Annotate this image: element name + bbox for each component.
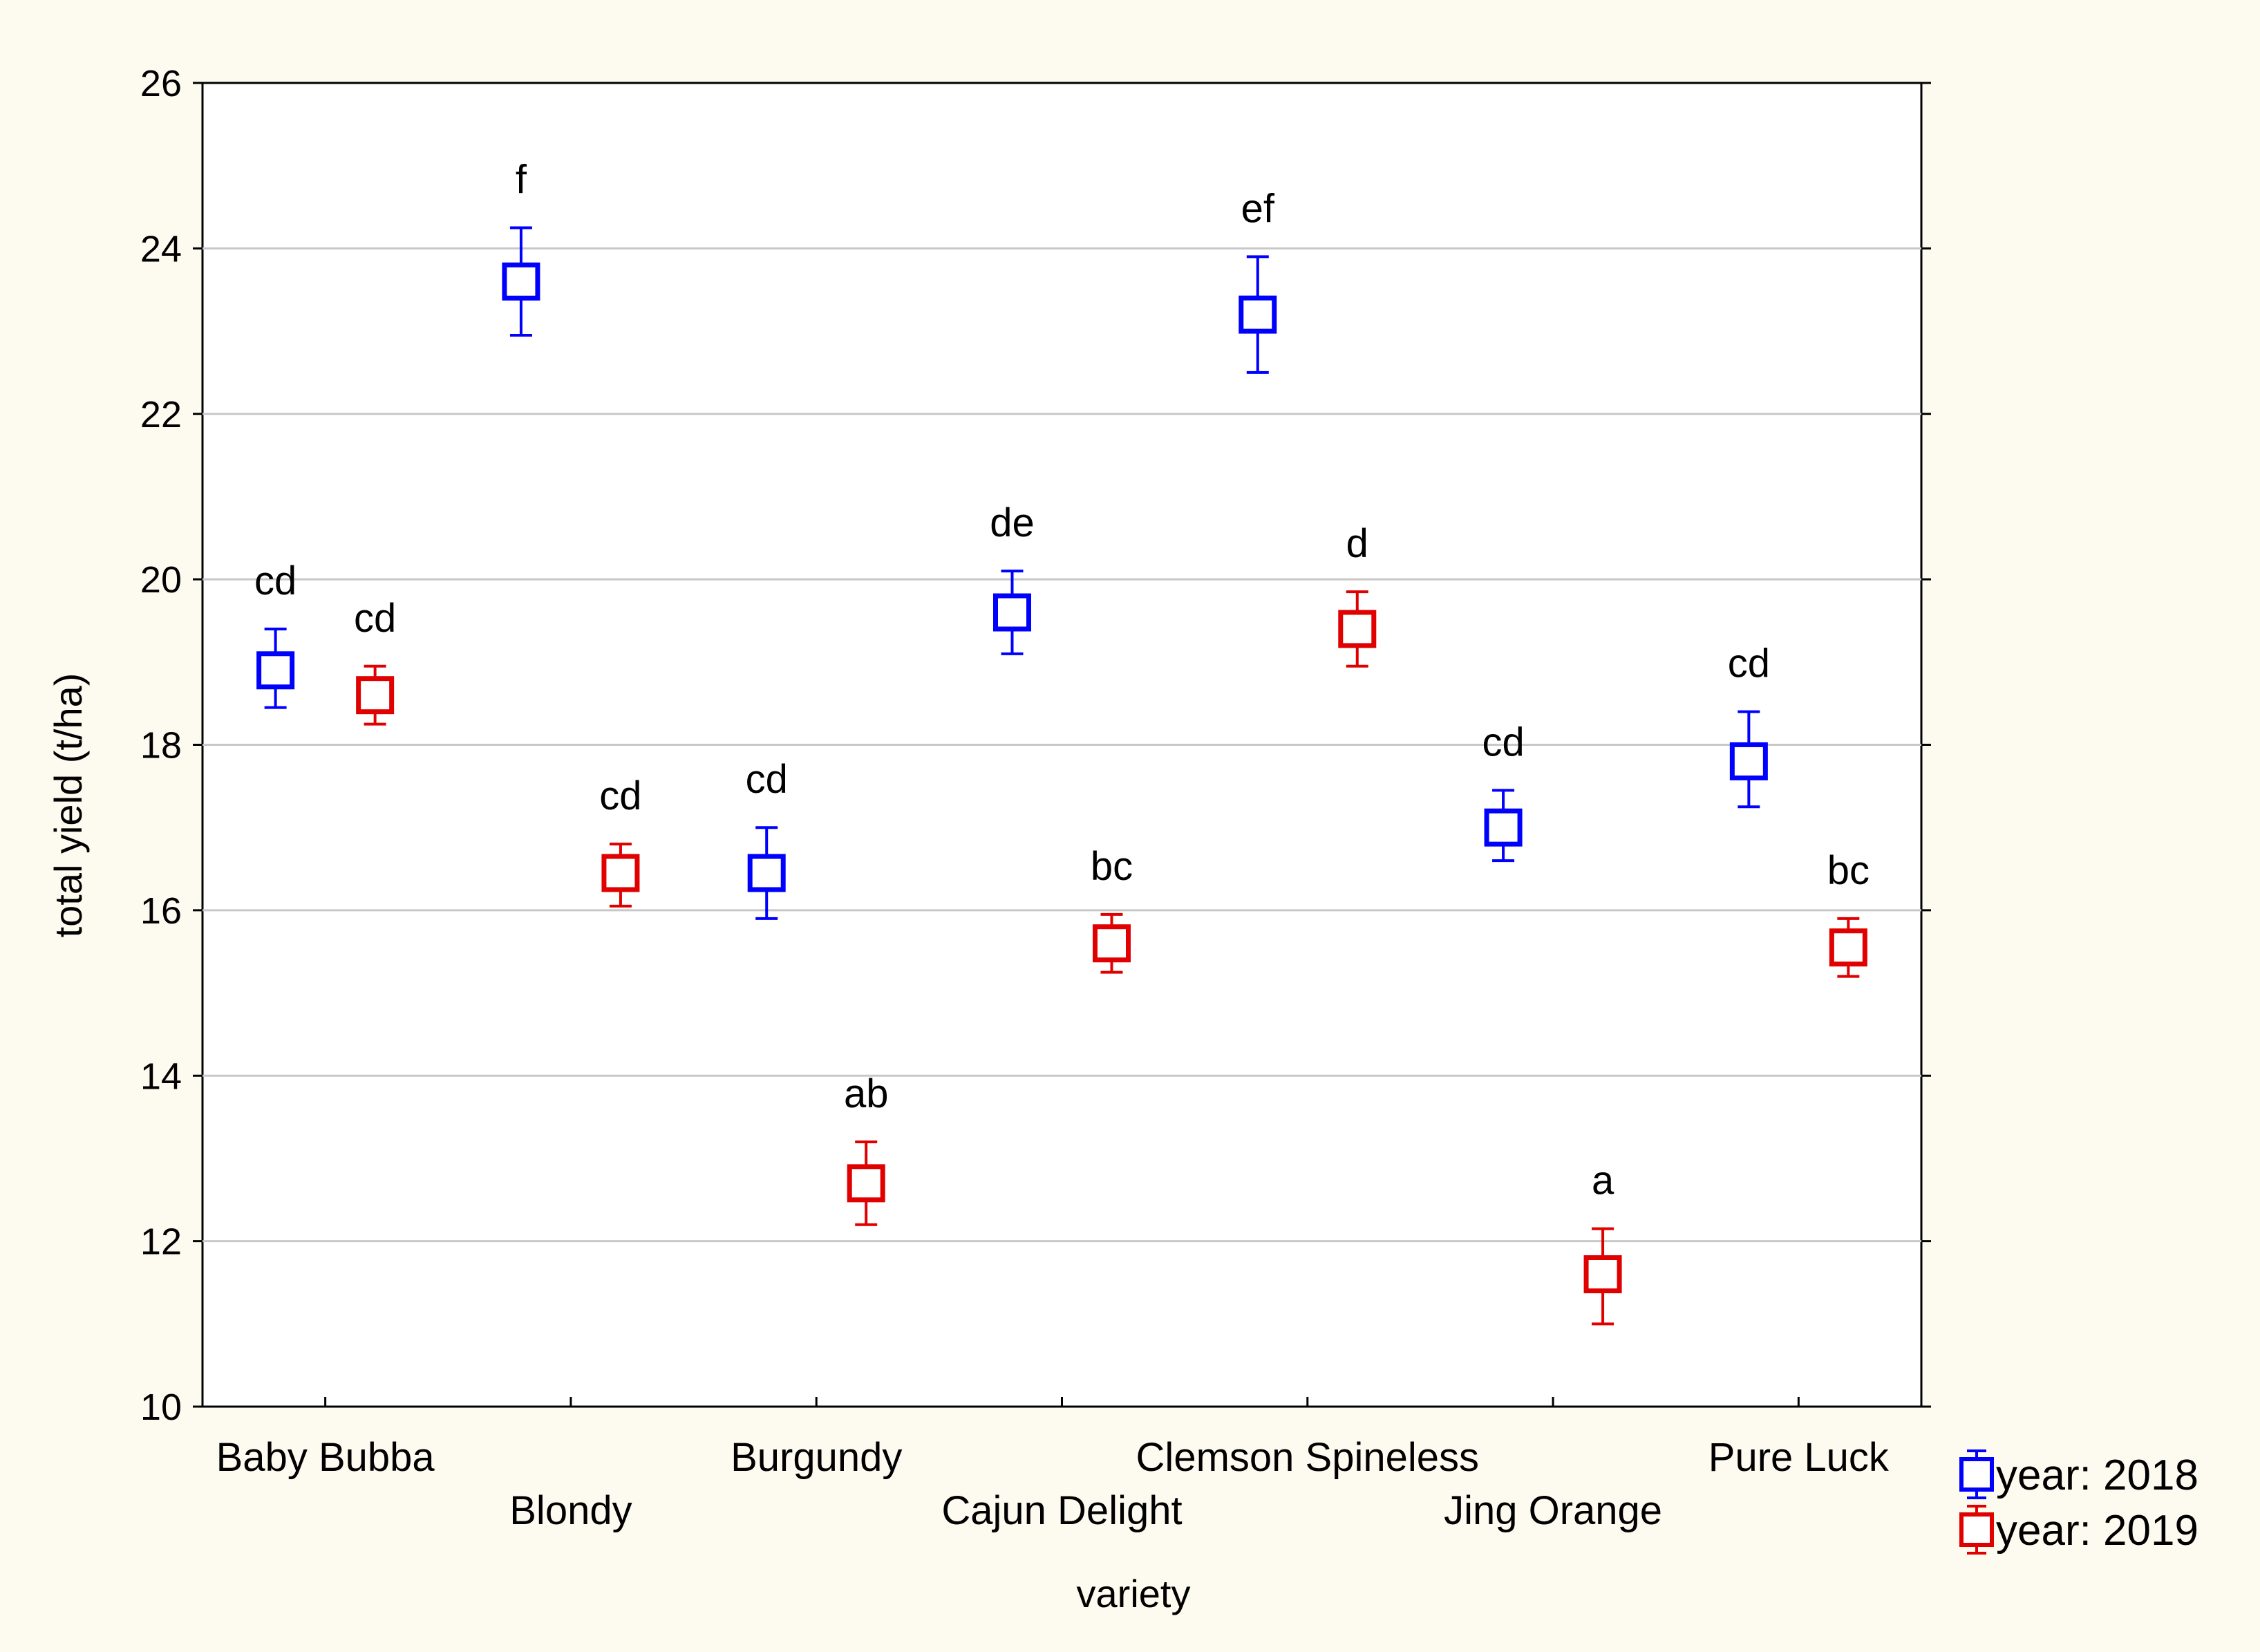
y-tick-label: 12 [140,1221,182,1263]
mean-marker [502,262,540,301]
mean-marker [1093,924,1131,963]
legend-label: year: 2019 [1996,1507,2198,1555]
mean-marker [993,593,1031,632]
significance-letter: ab [844,1071,889,1116]
significance-letter: bc [1091,844,1133,889]
legend-item-2019: year: 2019 [1959,1505,2198,1555]
mean-marker [1829,928,1867,967]
mean-marker [847,1164,885,1203]
y-tick-label: 16 [140,890,182,932]
mean-marker [1338,610,1377,648]
gridlines [203,247,1921,1243]
x-category-label: Clemson Spineless [1136,1435,1479,1480]
y-tick-label: 22 [140,394,182,435]
x-category-label: Blondy [509,1488,632,1533]
significance-letter: a [1592,1158,1614,1203]
significance-letter: cd [354,596,396,641]
x-axis-label: variety [1077,1572,1191,1615]
significance-letter: ef [1241,186,1275,231]
significance-letter: cd [1728,641,1770,686]
y-axis: 10 12 14 16 18 20 22 24 26 [140,63,1931,1428]
significance-letter: cd [599,773,641,818]
significance-letter: f [516,157,527,202]
significance-letter: cd [746,757,788,802]
y-tick-label: 10 [140,1387,182,1428]
significance-letter: cd [1482,720,1524,764]
y-tick-label: 18 [140,725,182,767]
y-axis-label: total yield (t/ha) [46,673,90,938]
significance-letter: cd [254,559,296,603]
mean-marker [1583,1255,1622,1293]
mean-marker [356,676,395,715]
significance-letter: bc [1827,848,1870,893]
y-tick-label: 14 [140,1055,182,1097]
x-category-label: Burgundy [731,1435,902,1480]
legend-marker [1959,1457,1994,1492]
y-tick-label: 20 [140,559,182,601]
mean-marker [1484,808,1523,847]
legend-label: year: 2018 [1996,1452,2198,1499]
series-2019: cd cd ab bc d a bc [354,521,1870,1326]
significance-letter: d [1346,521,1368,566]
legend: year: 2018 year: 2019 [1959,1449,2198,1555]
mean-marker [256,651,295,690]
data-marks: cd f cd de ef cd cd cd cd ab bc d a bc [254,157,1870,1326]
mean-marker [601,854,640,892]
mean-marker [1729,742,1768,780]
x-category-label: Baby Bubba [216,1435,435,1480]
legend-marker [1959,1512,1994,1547]
mean-marker [747,854,786,892]
y-tick-label: 26 [140,63,182,104]
mean-marker [1239,295,1277,334]
legend-item-2018: year: 2018 [1959,1449,2198,1499]
series-2018: cd f cd de ef cd cd [254,157,1770,920]
x-category-label: Jing Orange [1444,1488,1662,1533]
x-category-label: Cajun Delight [941,1488,1182,1533]
y-tick-label: 24 [140,228,182,270]
x-axis: Baby Bubba Blondy Burgundy Cajun Delight Cle… [216,1397,1890,1533]
significance-letter: de [990,500,1035,545]
x-category-label: Pure Luck [1708,1435,1890,1480]
